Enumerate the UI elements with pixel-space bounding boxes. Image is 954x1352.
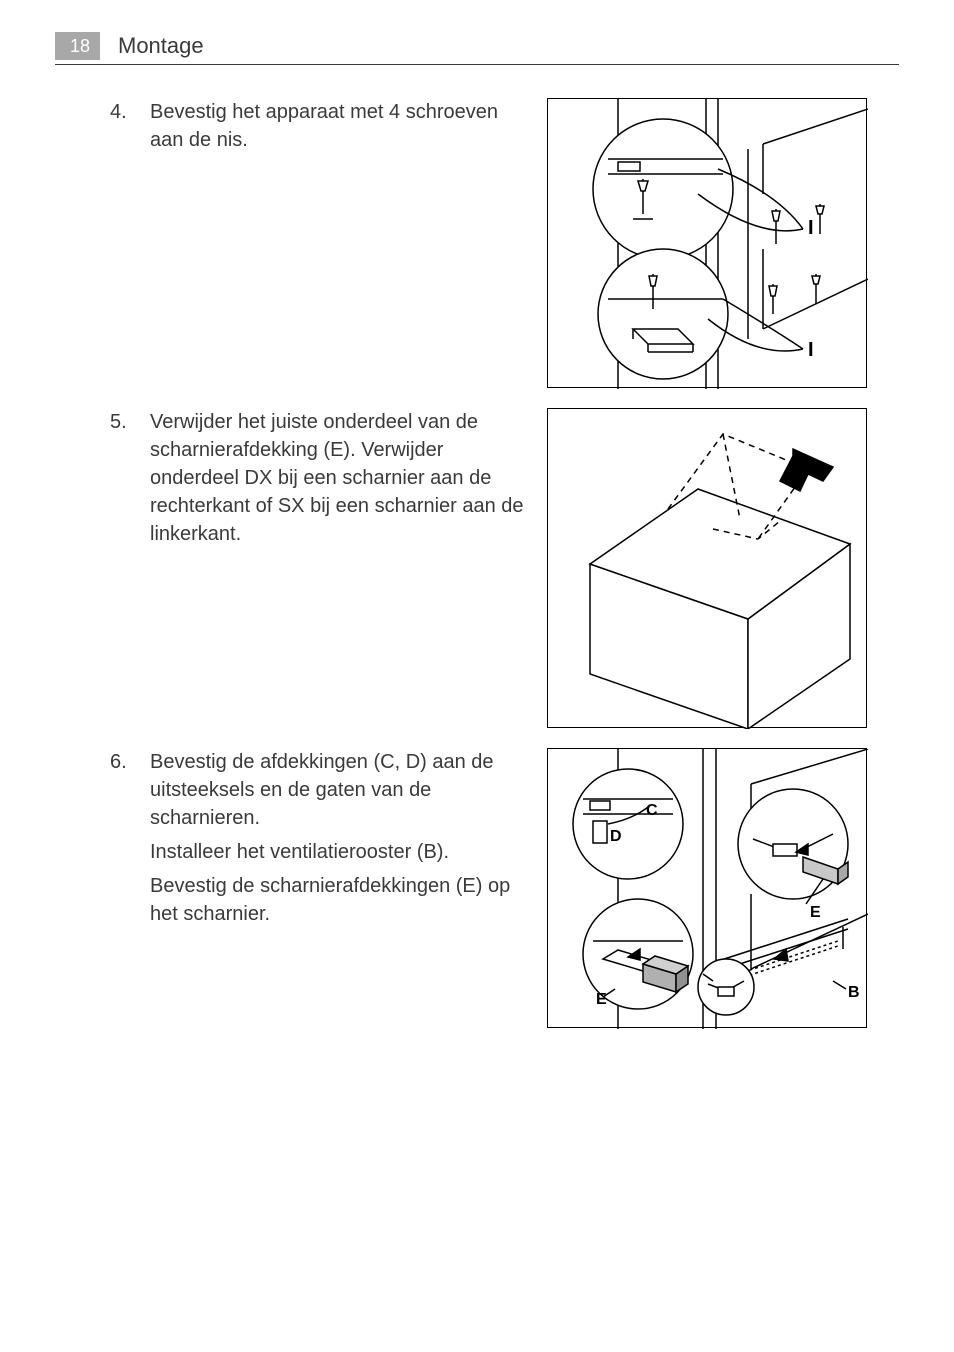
step-6-body: Bevestig de afdekkingen (C, D) aan de ui… (150, 748, 527, 1028)
step-5-figure (547, 408, 867, 728)
figure-label-B: B (848, 984, 860, 1001)
step-6-paragraph-2: Installeer het ventilatierooster (B). (150, 838, 527, 866)
page-number: 18 (55, 32, 100, 60)
step-4-figure: I I (547, 98, 867, 388)
figure-label-C: C (646, 802, 658, 819)
step-5-text: 5. Verwijder het juiste onderdeel van de… (100, 408, 527, 728)
step-6-paragraph-1: Bevestig de afdekkingen (C, D) aan de ui… (150, 748, 527, 832)
step-4-paragraph: Bevestig het apparaat met 4 schroeven aa… (150, 98, 527, 154)
step-4-number: 4. (110, 98, 150, 388)
step-4-body: Bevestig het apparaat met 4 schroeven aa… (150, 98, 527, 388)
step-6-figure-col: C D E E B (547, 748, 874, 1028)
step-5-figure-col (547, 408, 874, 728)
figure-label-I-top: I (808, 217, 814, 239)
step-6-paragraph-3: Bevestig de scharnierafdekkingen (E) op … (150, 872, 527, 928)
step-4-text: 4. Bevestig het apparaat met 4 schroeven… (100, 98, 527, 388)
page-header: 18 Montage (55, 32, 899, 67)
step-6-figure: C D E E B (547, 748, 867, 1028)
step-6-row: 6. Bevestig de afdekkingen (C, D) aan de… (100, 748, 874, 1028)
step-4-figure-col: I I (547, 98, 874, 388)
figure-label-I-bottom: I (808, 339, 814, 361)
figure-label-E-bottom: E (596, 991, 607, 1008)
step-5-body: Verwijder het juiste onderdeel van de sc… (150, 408, 527, 728)
step-4-row: 4. Bevestig het apparaat met 4 schroeven… (100, 98, 874, 388)
step-5-paragraph: Verwijder het juiste onderdeel van de sc… (150, 408, 527, 548)
figure-label-E-top: E (810, 904, 821, 921)
page-content: 4. Bevestig het apparaat met 4 schroeven… (100, 98, 874, 1272)
step-5-number: 5. (110, 408, 150, 728)
step-6-number: 6. (110, 748, 150, 1028)
header-bar: 18 Montage (55, 32, 899, 60)
figure-label-D: D (610, 828, 622, 845)
header-rule (55, 64, 899, 65)
step-5-row: 5. Verwijder het juiste onderdeel van de… (100, 408, 874, 728)
step-6-text: 6. Bevestig de afdekkingen (C, D) aan de… (100, 748, 527, 1028)
section-title: Montage (118, 33, 204, 59)
